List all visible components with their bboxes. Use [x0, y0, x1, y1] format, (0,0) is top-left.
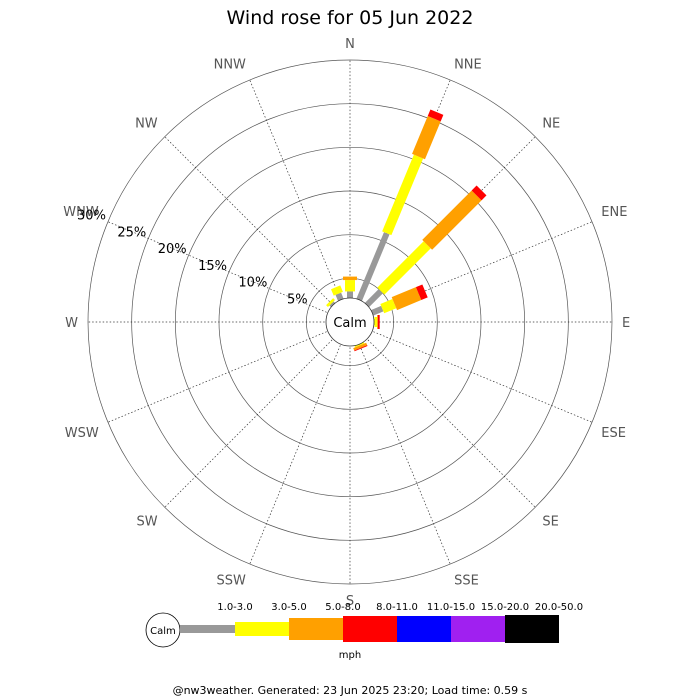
direction-label-sw: SW	[137, 514, 158, 529]
direction-label-ne: NE	[542, 117, 560, 132]
radial-tick-label-15: 15%	[198, 259, 227, 274]
grid-ring-20	[174, 146, 526, 498]
petal-sse-bin-3	[353, 342, 368, 351]
legend-bin-label-5: 11.0-15.0	[427, 602, 475, 613]
direction-label-nw: NW	[135, 117, 158, 132]
direction-label-s: S	[346, 594, 354, 609]
legend-unit: mph	[339, 650, 361, 661]
direction-label-w: W	[65, 316, 78, 331]
petal-ne-bin-1	[363, 289, 383, 309]
radial-tick-label-20: 20%	[158, 242, 187, 257]
grid-ring-10	[262, 234, 438, 410]
direction-label-wsw: WSW	[65, 426, 99, 441]
direction-label-nnw: NNW	[214, 58, 246, 73]
spoke-sw	[164, 337, 335, 508]
radial-tick-label-25: 25%	[117, 225, 146, 240]
legend-swatch-7	[505, 615, 559, 643]
petal-ne-bin-4	[471, 185, 487, 201]
spoke-ssw	[249, 342, 342, 565]
legend-swatch-5	[397, 616, 451, 642]
radial-tick-label-5: 5%	[287, 292, 308, 307]
spoke-nw	[164, 136, 335, 307]
direction-label-se: SE	[542, 514, 558, 529]
petal-ne-bin-2	[377, 241, 431, 295]
petal-nne-bin-2	[382, 154, 424, 236]
petal-nne-bin-1	[355, 232, 390, 303]
calm-label: Calm	[333, 316, 366, 331]
polar-grid	[87, 59, 613, 585]
footer-text: @nw3weather. Generated: 23 Jun 2025 23:2…	[173, 684, 528, 697]
petal-ne-bin-3	[422, 190, 482, 250]
spoke-nnw	[249, 79, 342, 302]
direction-label-nne: NNE	[454, 58, 482, 73]
petal-ene-bin-2	[380, 298, 397, 314]
petal-nw-bin-2	[326, 298, 336, 308]
legend-swatch-3	[289, 618, 343, 640]
legend-bin-label-4: 8.0-11.0	[376, 602, 418, 613]
direction-label-n: N	[345, 37, 355, 52]
speed-legend: Calm mph 1.0-3.0 3.0-5.0 5.0-8.0 8.0-11.0 11…	[145, 602, 583, 661]
direction-labels: N NNE NE ENE E ESE SE SSE S SSW SW WSW W WNW NW NNW 5% 10…	[63, 37, 630, 609]
spoke-wsw	[107, 330, 330, 423]
legend-bin-label-3: 5.0-8.0	[325, 602, 360, 613]
legend-bin-label-2: 3.0-5.0	[271, 602, 306, 613]
grid-ring-30	[87, 59, 613, 585]
chart-title: Wind rose for 05 Jun 2022	[227, 7, 474, 29]
direction-label-ssw: SSW	[217, 573, 247, 588]
legend-bin-label-6: 15.0-20.0	[481, 602, 529, 613]
petal-ene-bin-3	[391, 287, 422, 311]
direction-label-e: E	[622, 316, 630, 331]
legend-swatch-6	[451, 616, 505, 642]
direction-label-ese: ESE	[601, 426, 626, 441]
petal-nnw-bin-2	[331, 285, 343, 296]
petal-nne-bin-3	[412, 115, 441, 160]
spoke-ene	[370, 221, 593, 314]
legend-swatch-4	[343, 616, 397, 642]
spoke-se	[365, 337, 536, 508]
legend-swatch-2	[235, 622, 289, 636]
spoke-sse	[358, 342, 451, 565]
petal-nne-bin-4	[427, 109, 444, 122]
direction-label-ene: ENE	[601, 205, 627, 220]
legend-bin-label-1: 1.0-3.0	[217, 602, 252, 613]
calm-circle: Calm	[325, 297, 375, 347]
spoke-wnw	[107, 221, 330, 314]
legend-calm-label: Calm	[150, 626, 176, 637]
legend-swatch-1	[180, 625, 235, 633]
radial-tick-label-30: 30%	[77, 209, 106, 224]
legend-bin-label-7: 20.0-50.0	[535, 602, 583, 613]
radial-tick-label-10: 10%	[238, 276, 267, 291]
petal-ene-bin-4	[415, 284, 428, 301]
direction-label-sse: SSE	[454, 573, 479, 588]
spoke-ese	[370, 330, 593, 423]
direction-label-wnw: WNW	[63, 205, 99, 220]
